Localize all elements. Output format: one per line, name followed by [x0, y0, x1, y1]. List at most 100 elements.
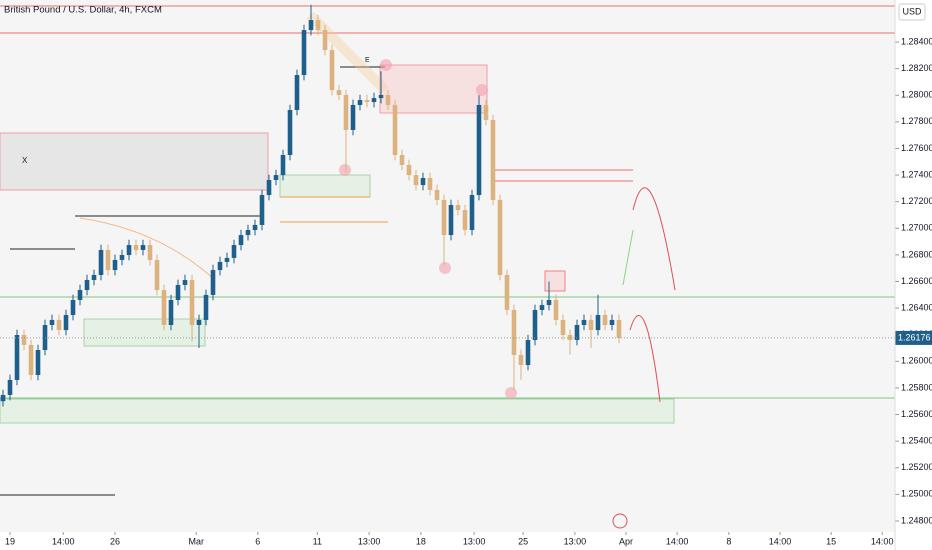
candle-body	[70, 299, 76, 316]
x-tick-label: 11	[313, 536, 322, 546]
x-tick-label: 14:00	[871, 536, 894, 546]
candle-body	[462, 210, 468, 231]
candle-body	[140, 245, 146, 250]
x-tick-label: Apr	[619, 536, 633, 546]
candle-body	[175, 284, 181, 300]
candle-body	[21, 334, 27, 345]
candle-body	[497, 199, 503, 275]
candle-body	[105, 249, 111, 271]
y-tick-label: 1.25000	[901, 489, 932, 499]
curve	[79, 217, 216, 281]
marker	[505, 387, 517, 399]
candle-body	[476, 104, 482, 196]
candle-body	[259, 195, 265, 225]
candle-body	[315, 20, 321, 31]
x-tick-label: 8	[726, 536, 731, 546]
y-tick-label: 1.26400	[901, 302, 932, 312]
y-tick-label: 1.27200	[901, 196, 932, 206]
candle-body	[567, 334, 573, 341]
candle-body	[126, 245, 132, 256]
zone-box	[544, 270, 566, 292]
candle-body	[287, 110, 293, 155]
annotation: X	[22, 156, 28, 165]
candle-body	[595, 315, 601, 331]
candle-body	[518, 354, 524, 366]
candle-body	[343, 94, 349, 130]
candle-body	[560, 319, 566, 335]
candle-body	[504, 274, 510, 310]
icon[interactable]	[612, 513, 628, 529]
zone-box	[0, 398, 675, 424]
marker	[380, 59, 392, 71]
x-tick-label: 14:00	[769, 536, 792, 546]
candle-body	[84, 280, 90, 291]
candle-body	[203, 294, 209, 320]
x-tick-label: 19	[5, 536, 15, 546]
y-tick-label: 1.26000	[901, 356, 932, 366]
candle-body	[378, 94, 384, 99]
candle-body	[469, 195, 475, 231]
y-tick-label: 1.28400	[901, 36, 932, 46]
x-tick-label: Mar	[188, 536, 204, 546]
x-tick-label: 14:00	[52, 536, 75, 546]
trend-band	[306, 11, 389, 94]
candle-body	[371, 98, 377, 103]
projection	[632, 187, 676, 291]
y-tick-label: 1.27800	[901, 116, 932, 126]
projection	[629, 315, 661, 403]
candle-body	[301, 30, 307, 76]
candle-body	[553, 299, 559, 320]
candle-body	[546, 299, 552, 306]
candle-body	[385, 94, 391, 105]
candle-body	[427, 177, 433, 190]
candle-body	[616, 319, 622, 338]
candle-body	[245, 230, 251, 236]
y-tick-label: 1.27600	[901, 143, 932, 153]
candle-body	[539, 305, 545, 310]
candle-body	[609, 319, 615, 326]
marker	[339, 164, 351, 176]
y-tick-label: 1.27400	[901, 169, 932, 179]
candle-body	[231, 245, 237, 258]
y-tick-label: 1.24800	[901, 515, 932, 525]
candle-body	[364, 100, 370, 103]
candle-body	[210, 270, 216, 295]
candle-body	[154, 259, 160, 291]
candle-body	[119, 255, 125, 260]
y-tick-label: 1.28000	[901, 90, 932, 100]
candle-body	[189, 280, 195, 326]
candle-body	[336, 90, 342, 95]
candle-body	[399, 154, 405, 165]
candle-body	[91, 274, 97, 281]
x-tick-label: 13:00	[564, 536, 587, 546]
y-tick-label: 1.25800	[901, 382, 932, 392]
candle-body	[294, 75, 300, 111]
candle-body	[448, 205, 454, 236]
y-tick-label: 1.28200	[901, 63, 932, 73]
x-tick-label: 13:00	[358, 536, 381, 546]
candle-body	[98, 249, 104, 275]
candle-body	[182, 280, 188, 285]
candle-body	[441, 199, 447, 236]
drawings	[0, 5, 895, 496]
annotation: E	[365, 57, 370, 64]
candle-body	[77, 290, 83, 300]
x-tick-label: 13:00	[463, 536, 486, 546]
last-price-label: 1.26176	[898, 332, 931, 342]
candle-body	[224, 257, 230, 262]
candle-body	[329, 50, 335, 91]
zone-box	[279, 174, 371, 198]
candle-body	[196, 319, 202, 326]
x-axis-bg	[0, 532, 895, 550]
candle-body	[35, 350, 41, 376]
candle-body	[273, 175, 279, 180]
last-price-badge	[895, 330, 932, 345]
x-tick-label: 14:00	[666, 536, 689, 546]
candle-body	[420, 177, 426, 186]
candle-body	[133, 245, 139, 250]
candle-body	[392, 104, 398, 155]
candle-body	[406, 164, 412, 176]
y-tick-label: 1.26800	[901, 249, 932, 259]
x-tick-label: 25	[518, 536, 528, 546]
